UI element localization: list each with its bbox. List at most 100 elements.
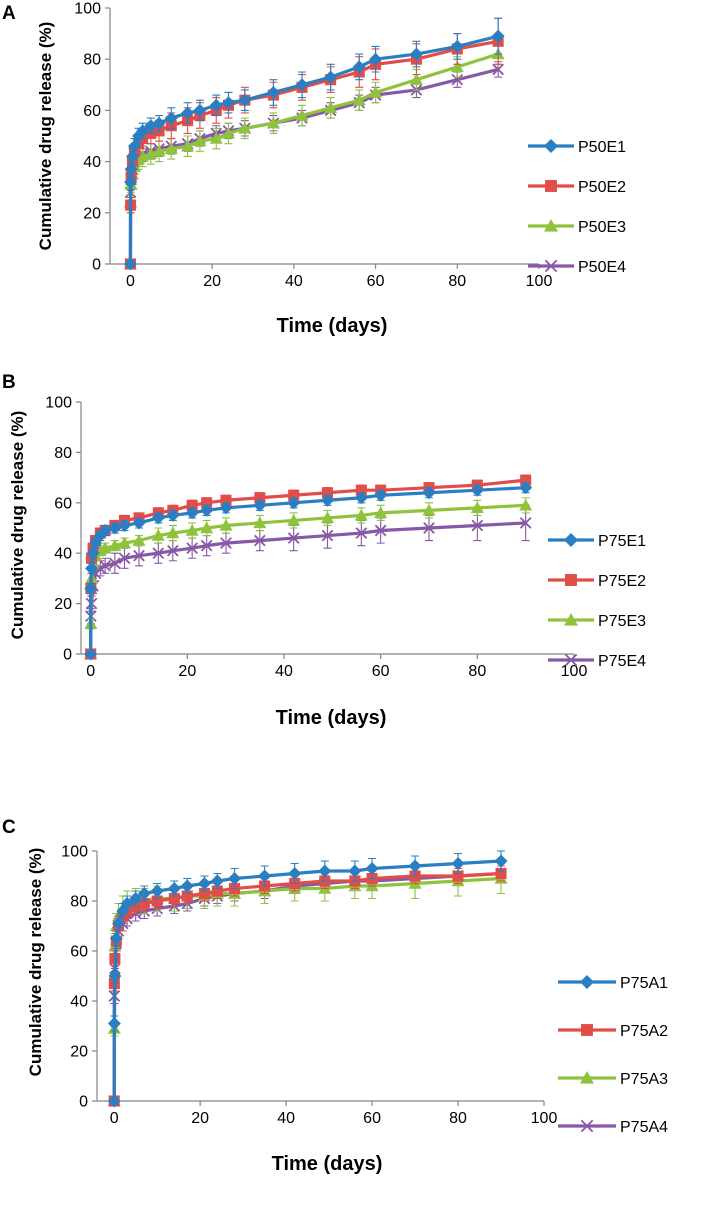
x-tick-label: 60: [367, 273, 385, 290]
legend: P75A1 P75A2 P75A3 P75A4: [558, 975, 668, 1136]
data-point: [138, 897, 150, 910]
data-point: [118, 552, 131, 565]
data-point: [186, 542, 199, 554]
x-axis-title: Time (days): [272, 1153, 383, 1175]
panel-c: C Cumulative drug release (%) Time (days…: [2, 817, 668, 1175]
x-axis-title: Time (days): [277, 315, 388, 337]
data-point: [86, 546, 100, 560]
data-point: [287, 513, 301, 526]
data-point: [520, 474, 532, 486]
legend-label: P75E1: [598, 533, 646, 550]
y-tick-label: 100: [74, 1, 101, 18]
x-tick-label: 40: [285, 273, 303, 290]
data-point: [253, 534, 266, 547]
x-tick-label: 100: [561, 663, 588, 680]
y-tick-label: 100: [45, 395, 72, 412]
data-point: [470, 501, 484, 514]
data-point: [150, 884, 164, 898]
data-point: [107, 1017, 121, 1030]
data-point: [221, 126, 235, 139]
x-tick-label: 20: [191, 1110, 209, 1127]
y-tick-label: 60: [70, 944, 88, 961]
series-P75A1: [107, 850, 508, 1108]
y-tick-label: 0: [79, 1094, 88, 1111]
legend-marker: [580, 1119, 594, 1133]
data-point: [352, 60, 366, 74]
data-point: [374, 488, 388, 502]
data-point: [321, 529, 334, 542]
x-tick-label: 40: [275, 663, 293, 680]
series-line: [89, 478, 526, 655]
legend-item: P75E4: [548, 653, 646, 670]
y-tick-label: 40: [70, 994, 88, 1011]
data-point: [120, 897, 134, 910]
data-point: [352, 93, 366, 106]
data-point: [136, 124, 150, 138]
data-point: [494, 854, 508, 868]
data-point: [470, 483, 484, 497]
data-point: [181, 106, 195, 120]
legend-label: P50E1: [578, 139, 626, 156]
series-P75A4: [108, 865, 507, 1107]
data-point: [348, 864, 362, 878]
x-tick-label: 100: [526, 273, 553, 290]
data-point: [118, 536, 131, 549]
data-point: [180, 879, 194, 893]
data-point: [129, 892, 143, 905]
axes: 0 20 40 60 80 100 0 20 40 60 80 100: [61, 844, 557, 1128]
data-point: [354, 508, 368, 521]
legend-item: P75A1: [558, 975, 668, 992]
legend-label: P50E2: [578, 179, 626, 196]
y-tick-label: 20: [54, 596, 72, 613]
data-point: [166, 508, 180, 522]
legend: P75E1 P75E2 P75E3 P75E4: [548, 533, 646, 670]
data-point: [152, 144, 166, 157]
data-point: [287, 532, 300, 544]
data-point: [519, 517, 532, 529]
data-point: [422, 486, 436, 500]
data-point: [133, 549, 145, 562]
x-tick-label: 100: [531, 1110, 558, 1127]
data-point: [210, 874, 224, 888]
data-point: [151, 895, 163, 907]
legend-label: P75E3: [598, 613, 646, 630]
legend-item: P75E3: [548, 613, 646, 630]
legend-marker: [544, 139, 558, 153]
data-point: [409, 47, 423, 61]
data-point: [238, 93, 252, 107]
data-point: [519, 498, 533, 511]
data-point: [198, 887, 210, 900]
data-point: [125, 149, 139, 163]
legend-label: P50E3: [578, 219, 626, 236]
legend-item: P75E1: [548, 533, 646, 550]
axes: 0 20 40 60 80 100 0 20 40 60 80 100: [74, 1, 552, 291]
data-point: [253, 498, 267, 512]
axes: 0 20 40 60 80 100 0 20 40 60 80 100: [45, 395, 587, 681]
data-point: [451, 73, 464, 86]
x-tick-label: 80: [449, 1110, 467, 1127]
data-point: [193, 134, 207, 147]
data-point: [258, 869, 272, 883]
data-point: [422, 503, 436, 516]
data-point: [324, 101, 338, 114]
legend-label: P75A4: [620, 1119, 668, 1136]
x-tick-label: 0: [126, 273, 135, 290]
legend-item: P50E3: [528, 219, 626, 236]
legend-label: P75A1: [620, 975, 668, 992]
data-point: [108, 521, 122, 535]
data-point: [124, 162, 138, 176]
data-point: [186, 499, 198, 511]
legend-label: P75A3: [620, 1071, 668, 1088]
data-point: [495, 867, 507, 880]
data-point: [151, 511, 165, 525]
data-point: [253, 516, 267, 529]
series-line: [112, 876, 502, 1102]
legend-label: P75E2: [598, 573, 646, 590]
data-point: [228, 872, 242, 885]
data-point: [200, 503, 214, 517]
x-tick-label: 0: [110, 1110, 119, 1127]
legend-marker: [544, 259, 558, 273]
data-point: [168, 892, 180, 905]
legend-marker: [564, 533, 578, 547]
